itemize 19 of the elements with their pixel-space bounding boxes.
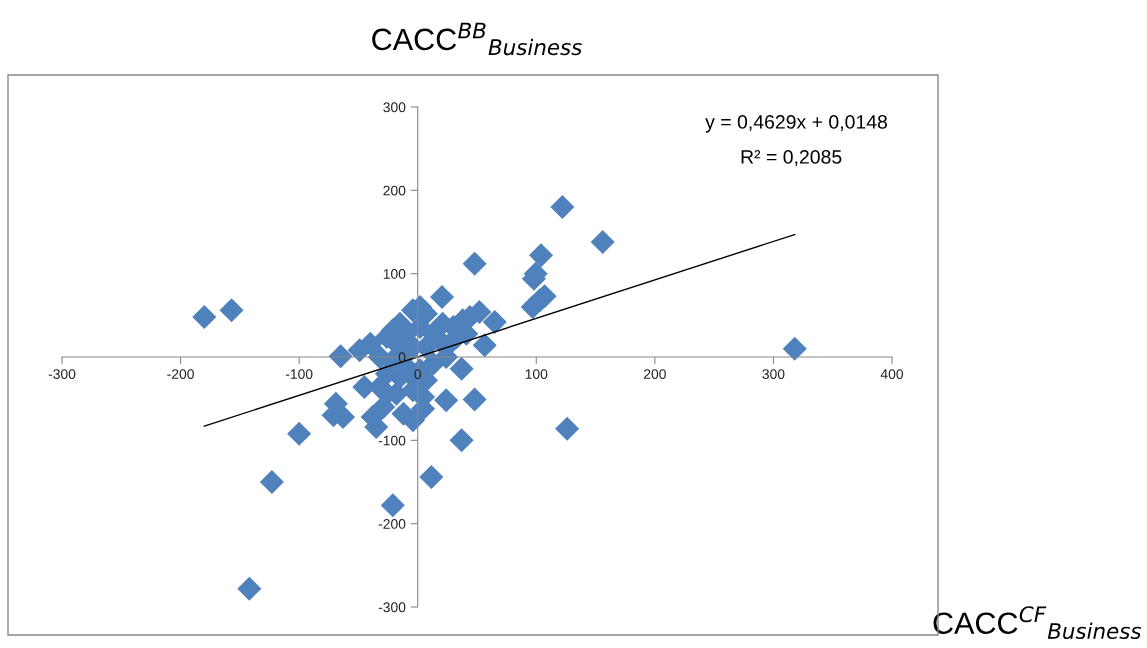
x-tick-label: -300 — [48, 369, 76, 380]
x-tick-label: 300 — [762, 369, 785, 380]
y-tick-label: -300 — [378, 602, 406, 613]
x-axis-title: CACC$^{CF}$$_{Business}$ — [933, 606, 1142, 640]
x-tick-label: 400 — [880, 369, 904, 380]
x-tick-label: 100 — [525, 369, 548, 380]
y-tick-label: -200 — [378, 519, 406, 529]
y-tick-label: 0 — [398, 352, 406, 363]
y-tick-label: 100 — [383, 269, 406, 279]
annotation: y = 0,4629x + 0,0148 — [705, 115, 888, 133]
x-tick-label: -100 — [285, 369, 313, 380]
chart-title: CACC$^{BB}$$_{Business}$ — [372, 22, 582, 56]
x-tick-label: 0 — [414, 369, 422, 380]
x-tick-label: -200 — [167, 369, 194, 380]
annotation: R² = 0,2085 — [741, 150, 842, 167]
y-tick-label: -100 — [378, 435, 406, 446]
y-tick-label: 200 — [383, 185, 406, 196]
x-tick-label: 200 — [643, 369, 666, 380]
y-tick-label: 300 — [383, 102, 406, 113]
